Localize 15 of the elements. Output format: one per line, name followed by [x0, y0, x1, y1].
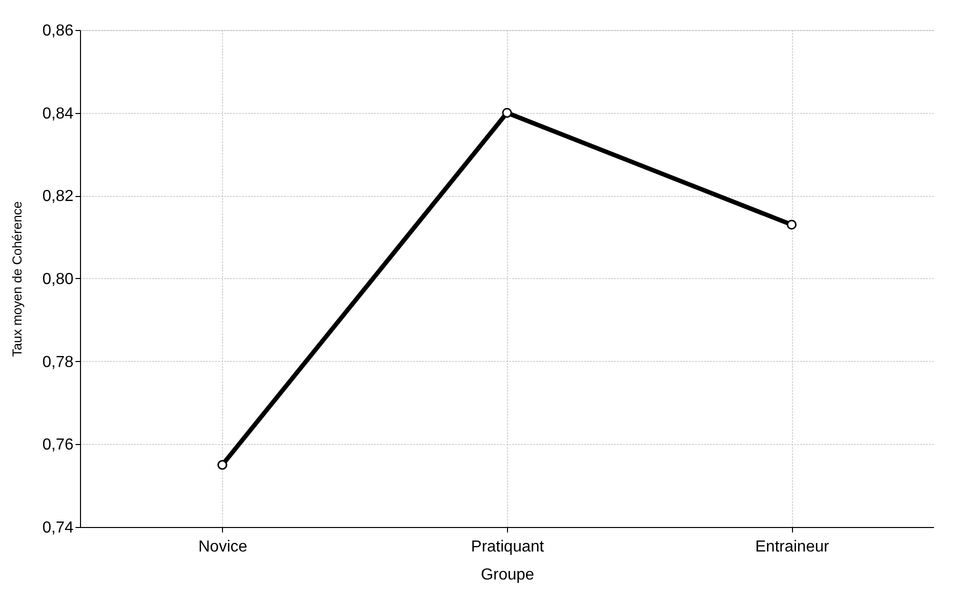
x-tick-label: Pratiquant: [471, 538, 545, 556]
x-tick-label: Novice: [198, 538, 248, 556]
y-tick-label: 0,74: [42, 520, 74, 536]
point: [786, 220, 797, 230]
y-tick-label: 0,78: [42, 354, 74, 371]
y-tick-label: 0,82: [42, 188, 74, 206]
point: [217, 460, 228, 470]
y-axis-title: Taux moyen de Cohérence: [9, 201, 24, 357]
point: [502, 108, 512, 118]
x-tick-label: Entraineur: [755, 538, 830, 556]
y-tick-label: 0,86: [42, 22, 74, 40]
y-tick-label: 0,80: [42, 271, 74, 288]
y-tick-label: 0,76: [42, 436, 74, 454]
y-tick-label: 0,84: [42, 105, 74, 122]
x-axis-title: Groupe: [480, 566, 534, 584]
